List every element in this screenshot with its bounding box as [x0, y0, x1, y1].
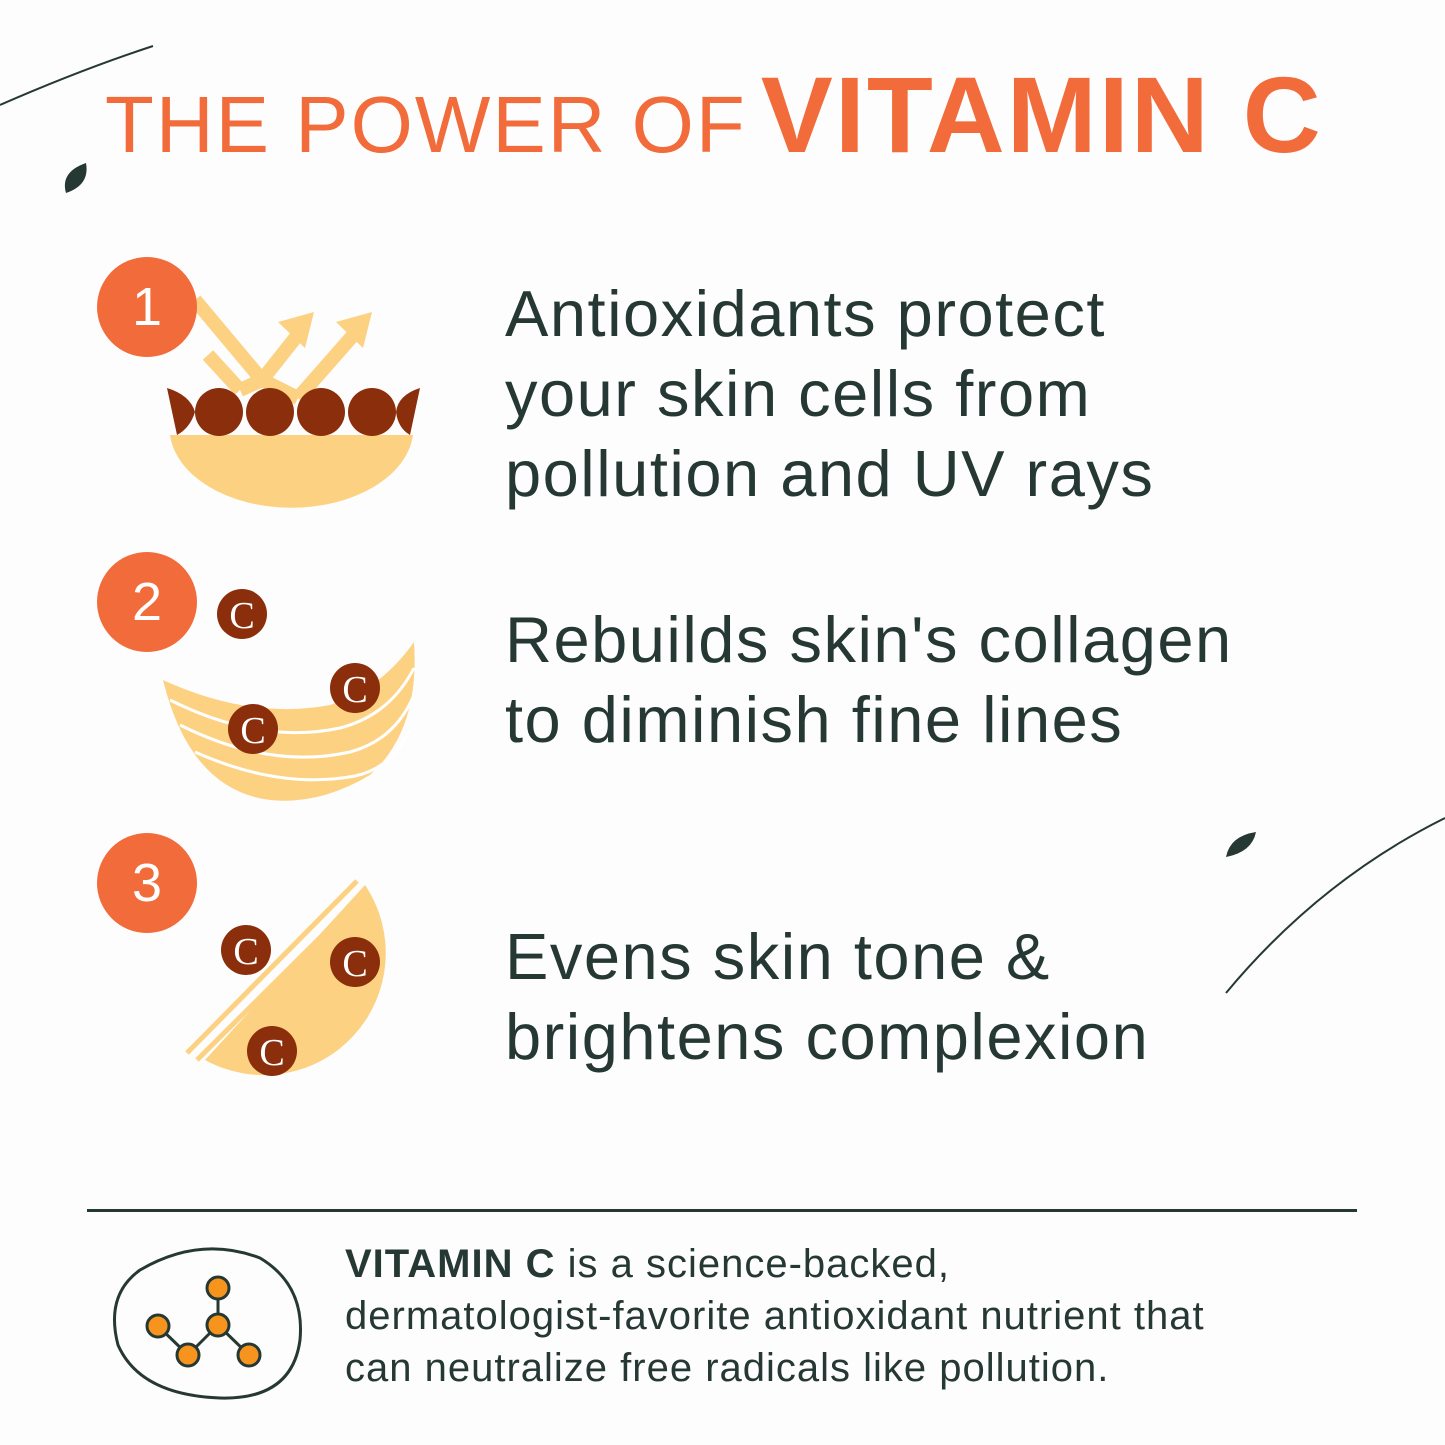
- step-number-2: 2: [131, 572, 163, 632]
- benefit-line: Evens skin tone &: [505, 920, 1051, 993]
- leaf-icon: [1226, 832, 1256, 857]
- benefit-1-text: Antioxidants protect your skin cells fro…: [505, 274, 1154, 514]
- skin-barrier-reflecting-rays-icon: [167, 295, 420, 508]
- benefit-line: pollution and UV rays: [505, 437, 1155, 510]
- footer-text: VITAMIN C is a science-backed, dermatolo…: [345, 1238, 1205, 1394]
- brightening-skin-vitamin-c-icon: C C C: [185, 879, 386, 1076]
- collagen-layers-vitamin-c-icon: C C C: [163, 589, 416, 801]
- benefit-line: brightens complexion: [505, 1000, 1150, 1073]
- footer-line-2: dermatologist-favorite antioxidant nutri…: [345, 1294, 1205, 1338]
- benefit-line: to diminish fine lines: [505, 683, 1124, 756]
- step-number-3: 3: [131, 853, 163, 913]
- benefit-2-text: Rebuilds skin's collagen to diminish fin…: [505, 600, 1233, 760]
- svg-text:C: C: [240, 710, 265, 752]
- decorative-line-top: [0, 45, 154, 106]
- step-1-badge: [97, 257, 197, 357]
- benefit-line: Rebuilds skin's collagen: [505, 603, 1233, 676]
- page-title: THE POWER OF VITAMIN C: [105, 52, 1323, 177]
- svg-text:C: C: [229, 595, 254, 637]
- benefit-line: Antioxidants protect: [505, 277, 1106, 350]
- svg-text:C: C: [233, 931, 258, 973]
- footer-bold: VITAMIN C: [345, 1242, 556, 1286]
- divider: [87, 1209, 1357, 1212]
- svg-text:C: C: [342, 669, 367, 711]
- step-2-badge: [97, 552, 197, 652]
- title-highlight: VITAMIN C: [760, 54, 1323, 175]
- leaf-icon: [64, 163, 87, 193]
- footer-line-1: is a science-backed,: [555, 1242, 950, 1286]
- decorative-line-right: [1225, 817, 1445, 994]
- step-3-badge: [97, 833, 197, 933]
- title-prefix: THE POWER OF: [105, 80, 747, 169]
- svg-text:C: C: [342, 943, 367, 985]
- step-number-1: 1: [131, 277, 163, 337]
- benefit-3-text: Evens skin tone & brightens complexion: [505, 917, 1149, 1077]
- benefit-line: your skin cells from: [505, 357, 1092, 430]
- footer-line-3: can neutralize free radicals like pollut…: [345, 1346, 1110, 1390]
- svg-text:C: C: [259, 1032, 284, 1074]
- molecule-icon: [113, 1247, 302, 1400]
